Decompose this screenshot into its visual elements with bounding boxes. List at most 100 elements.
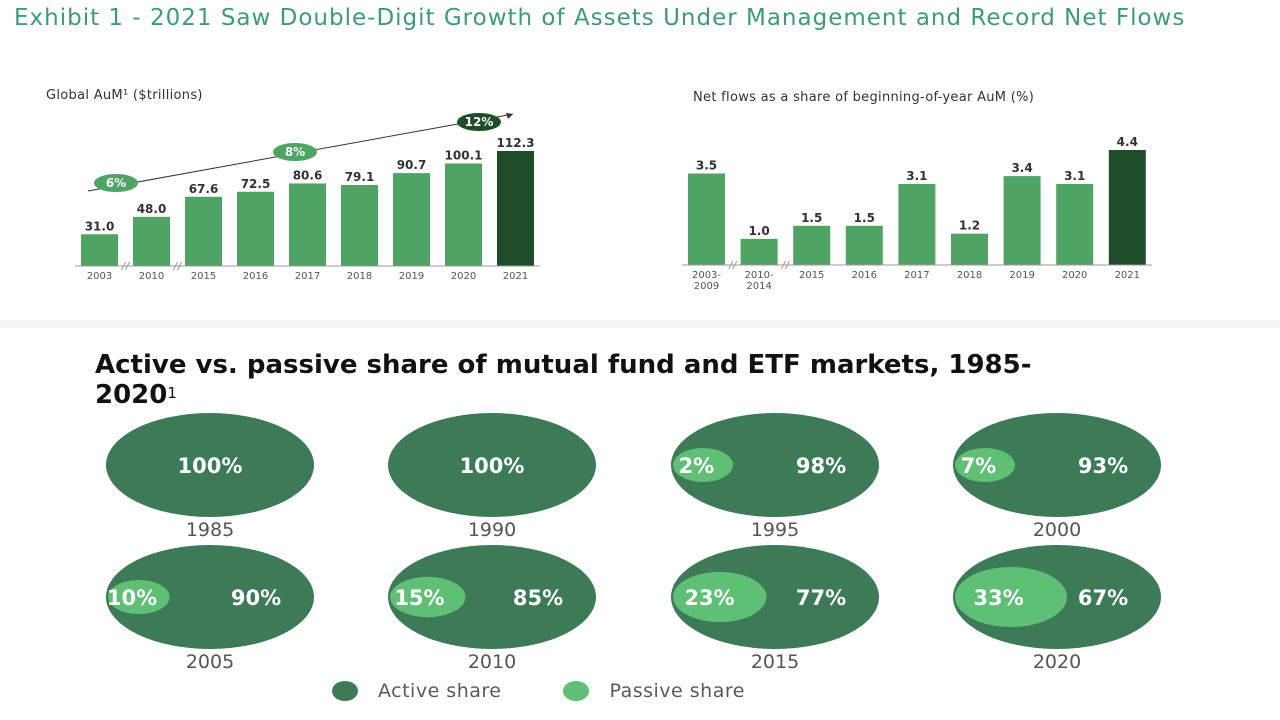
pie-active-label: 100% [460,454,525,478]
aum-data-label: 112.3 [497,136,535,150]
aum-data-label: 100.1 [445,148,483,162]
pie-passive-slice [390,576,466,618]
netflows-axis-break [780,260,790,270]
infographic-title: Active vs. passive share of mutual fund … [95,350,1032,410]
netflows-tick-label: 2016 [852,270,877,281]
passive-swatch [563,681,590,701]
netflows-data-label: 3.4 [1011,161,1032,175]
pie-active-label: 67% [1078,586,1128,610]
pie-year-label: 2020 [1033,651,1081,673]
aum-chart: 31.0 2003 48.0 2010 67.6 2015 72.5 2016 80.6 2017… [75,136,540,282]
aum-data-label: 72.5 [241,177,271,191]
pie-active-label: 85% [513,586,563,610]
cagr-badge-label: 12% [465,115,494,129]
aum-tick-label: 2015 [191,271,216,282]
netflows-data-label: 4.4 [1117,135,1138,149]
aum-data-label: 48.0 [137,202,167,216]
netflows-bar [1056,183,1094,265]
cagr-badge [457,113,501,131]
pie-2000: 7% 93% 2000 [953,413,1161,541]
aum-tick-label: 2021 [503,271,528,282]
aum-tick-label: 2016 [243,271,268,282]
aum-tick-label: 2019 [399,271,424,282]
aum-chart-title: Global AuM¹ ($trillions) [46,88,203,103]
aum-data-label: 80.6 [293,168,323,182]
netflows-data-label: 3.1 [906,169,927,183]
pie-active-label: 100% [178,454,243,478]
aum-tick-label: 2018 [347,271,372,282]
netflows-data-label: 1.2 [959,219,980,233]
netflows-bar [898,183,936,265]
pie-2020: 33% 67% 2020 [953,545,1161,673]
pie-2015: 23% 77% 2015 [671,545,879,673]
netflows-data-label: 1.0 [748,224,769,238]
pie-active-slice [388,545,596,649]
pie-passive-label: 23% [684,586,734,610]
aum-data-label: 79.1 [345,170,375,184]
netflows-tick-label: 2003-2009 [692,270,721,292]
netflows-bar [1003,176,1041,265]
pie-2010: 15% 85% 2010 [388,545,596,673]
share-pies: 100% 1985 100% 1990 2% 98% 1995 7% 93% 2000 10% 90%… [106,413,1161,673]
legend-label-passive: Passive share [609,680,745,702]
netflows-chart: 3.5 2003-2009 1.0 2010-2014 1.5 2015 1.5 2016 3.… [682,135,1152,292]
pie-passive-slice [955,448,1015,482]
pie-active-label: 98% [796,454,846,478]
netflows-tick-label: 2015 [799,270,824,281]
pie-1990: 100% 1990 [388,413,596,541]
aum-bar [289,183,326,266]
pie-passive-label: 2% [679,454,715,478]
legend-label-active: Active share [378,680,502,702]
pie-year-label: 2005 [186,651,234,673]
netflows-tick-label: 2020 [1062,270,1087,281]
aum-axis-break [173,261,182,271]
netflows-data-label: 1.5 [854,211,875,225]
aum-axis-break [121,261,130,271]
aum-data-label: 90.7 [397,158,427,172]
pie-passive-label: 10% [107,586,157,610]
pie-passive-slice [107,580,170,614]
aum-bar [133,216,170,266]
pie-year-label: 1985 [186,519,234,541]
pie-active-label: 77% [796,586,846,610]
pie-active-slice [671,413,879,517]
pie-active-slice [671,545,879,649]
pie-year-label: 2000 [1033,519,1081,541]
aum-bar [81,234,118,266]
netflows-tick-label: 2017 [904,270,929,281]
cagr-badge [94,174,138,192]
netflows-tick-label: 2010-2014 [745,270,774,292]
pie-active-label: 90% [231,586,281,610]
pie-active-label: 93% [1078,454,1128,478]
netflows-chart-title: Net flows as a share of beginning-of-yea… [693,90,1035,105]
netflows-tick-label: 2018 [957,270,982,281]
legend-item-active: Active share [332,680,501,702]
pie-year-label: 2010 [468,651,516,673]
netflows-data-label: 3.1 [1064,169,1085,183]
pie-passive-slice [673,571,767,623]
pie-active-slice [106,545,314,649]
aum-data-label: 67.6 [189,182,219,196]
cagr-trend: 6% 8% 12% [87,113,514,192]
aum-bar [445,163,482,266]
netflows-axis-break [728,260,738,270]
netflows-bar [951,233,988,265]
trend-arrowhead [506,113,513,119]
cagr-badge-label: 6% [106,176,126,190]
pie-year-label: 2015 [751,651,799,673]
pie-passive-label: 15% [394,586,444,610]
aum-tick-label: 2010 [139,271,164,282]
legend-item-passive: Passive share [563,680,744,702]
active-swatch [332,681,358,701]
aum-tick-label: 2020 [451,271,476,282]
netflows-data-label: 1.5 [801,211,822,225]
netflows-bar [845,225,883,265]
netflows-bar [793,225,831,265]
pie-1995: 2% 98% 1995 [671,413,879,541]
netflows-bar [740,238,778,265]
pie-year-label: 1995 [751,519,799,541]
pie-passive-label: 7% [961,454,997,478]
pie-active-slice [106,413,314,517]
pie-1985: 100% 1985 [106,413,314,541]
pie-active-slice [953,413,1161,517]
